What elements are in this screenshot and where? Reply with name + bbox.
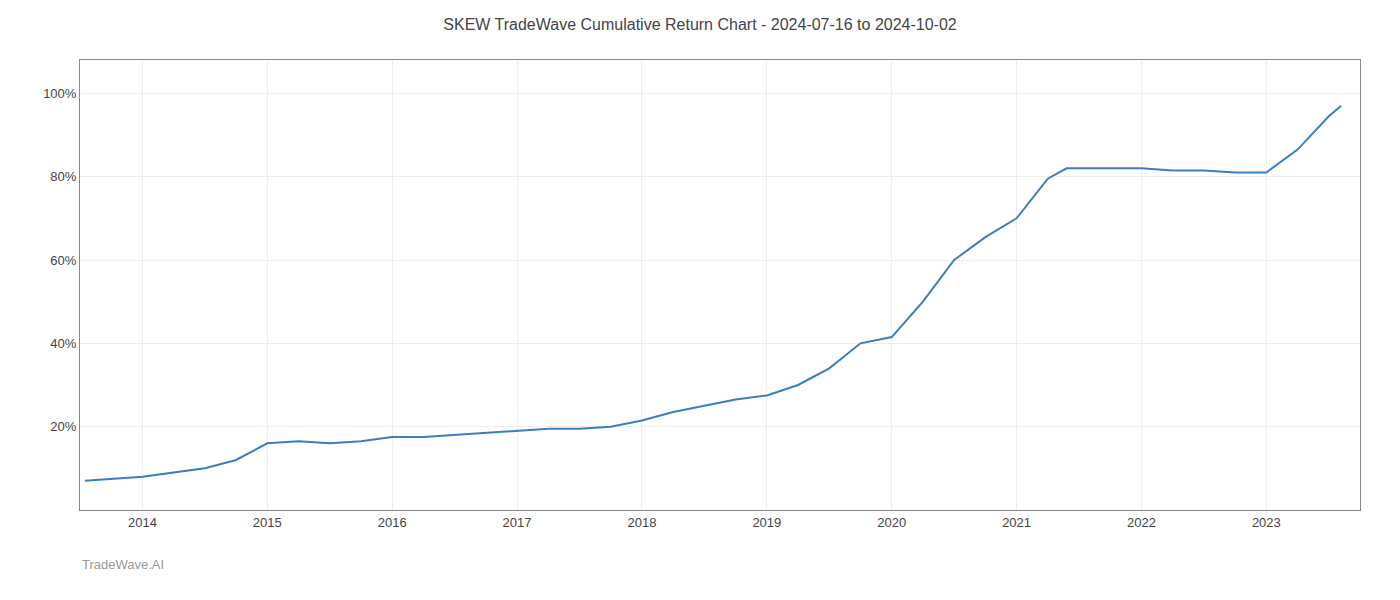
svg-text:2019: 2019	[752, 515, 781, 530]
svg-text:2018: 2018	[627, 515, 656, 530]
svg-text:2023: 2023	[1252, 515, 1281, 530]
svg-text:SKEW TradeWave Cumulative Retu: SKEW TradeWave Cumulative Return Chart -…	[443, 16, 957, 33]
svg-text:2014: 2014	[128, 515, 157, 530]
svg-text:100%: 100%	[43, 86, 77, 101]
svg-text:80%: 80%	[50, 169, 76, 184]
svg-text:2016: 2016	[378, 515, 407, 530]
svg-text:40%: 40%	[50, 336, 76, 351]
svg-text:2015: 2015	[253, 515, 282, 530]
svg-text:TradeWave.AI: TradeWave.AI	[82, 557, 164, 572]
svg-text:2022: 2022	[1127, 515, 1156, 530]
svg-text:2020: 2020	[877, 515, 906, 530]
svg-text:2021: 2021	[1002, 515, 1031, 530]
svg-text:2017: 2017	[503, 515, 532, 530]
svg-text:20%: 20%	[50, 419, 76, 434]
svg-text:60%: 60%	[50, 253, 76, 268]
